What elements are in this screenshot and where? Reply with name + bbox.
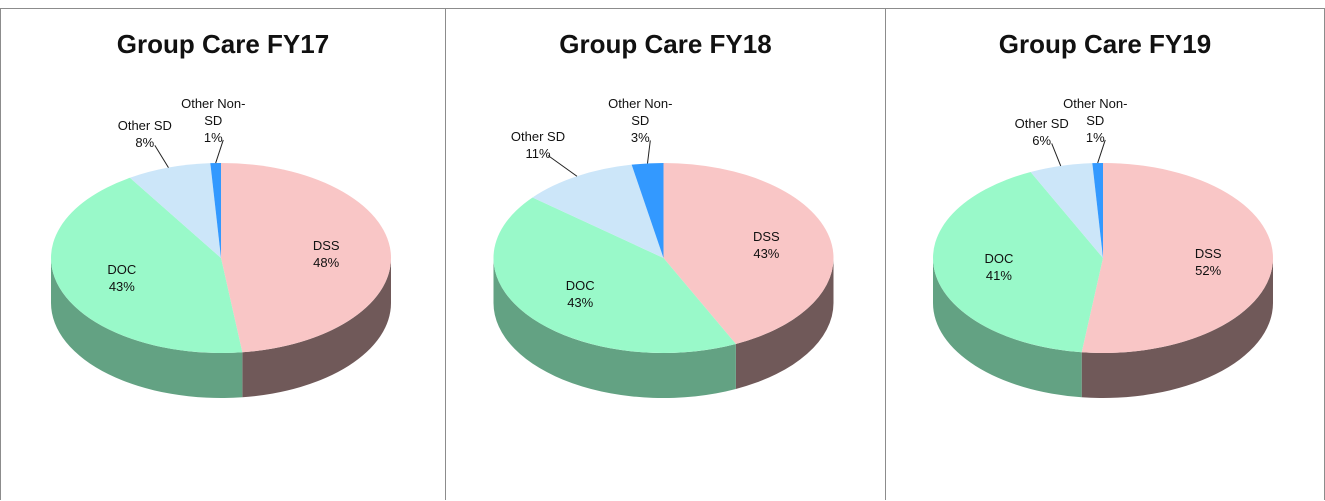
- slice: [532, 164, 664, 258]
- slice-side: [735, 258, 834, 389]
- slice-label: DOC 41%: [959, 250, 1039, 284]
- slice-side: [51, 258, 243, 398]
- leader-line: [547, 155, 578, 177]
- slice-value: 43%: [108, 278, 135, 294]
- slice-category: DOC: [107, 261, 137, 277]
- slice: [663, 163, 834, 344]
- slice-category: DOC: [984, 251, 1014, 267]
- slice-value: 1%: [203, 129, 223, 145]
- leader-line: [215, 139, 224, 164]
- slice: [51, 177, 243, 353]
- slice-category: Other SD: [510, 128, 566, 144]
- slice-category: DSS: [752, 229, 780, 245]
- chart-title: Group Care FY17: [116, 29, 330, 59]
- slice-label: Other Non-SD 1%: [180, 95, 246, 146]
- slice-value: 11%: [525, 145, 551, 161]
- slice-value: 43%: [753, 246, 780, 262]
- slice-category: DSS: [1194, 245, 1222, 261]
- slice-category: Other Non-SD: [181, 95, 246, 128]
- slice: [1030, 163, 1103, 258]
- slice-label: DOC 43%: [82, 261, 162, 295]
- chart-panel: DSS 52% DOC 41% Other SD 6% Other Non-SD 1% Grou…: [885, 8, 1325, 500]
- slice-label: DOC 43%: [540, 277, 620, 311]
- chart-panel: DSS 43% DOC 43% Other SD 11% Other Non-SD 3% Gro…: [445, 8, 886, 500]
- slice: [933, 172, 1103, 353]
- slice-value: 41%: [985, 268, 1012, 284]
- slice-label: Other Non-SD 3%: [607, 95, 673, 146]
- slice-category: DOC: [565, 278, 595, 294]
- slice: [493, 197, 736, 353]
- slice-label: DSS 48%: [286, 237, 366, 271]
- leader-line: [1097, 139, 1106, 164]
- slice-value: 48%: [313, 255, 340, 271]
- slice-value: 1%: [1085, 129, 1105, 145]
- slice-label: Other SD 11%: [505, 128, 571, 162]
- leader-line: [1051, 143, 1062, 167]
- slice-value: 3%: [630, 130, 650, 146]
- slice: [210, 163, 221, 258]
- slice-category: Other Non-SD: [608, 96, 673, 129]
- slice-value: 52%: [1195, 262, 1222, 278]
- chart-panel: DSS 48% DOC 43% Other SD 8% Other Non-SD 1% Grou…: [0, 8, 446, 500]
- slice-side: [493, 258, 736, 398]
- chart-title: Group Care FY18: [559, 29, 772, 59]
- slice-value: 43%: [567, 295, 594, 311]
- pie-chart: [493, 140, 834, 398]
- slice-category: Other SD: [1014, 116, 1069, 132]
- slice-category: Other SD: [117, 118, 172, 134]
- slice-label: DSS 43%: [726, 228, 806, 262]
- leader-line: [154, 145, 169, 168]
- slice-label: Other SD 6%: [1009, 115, 1075, 149]
- slice-side: [1081, 258, 1273, 398]
- slice-label: Other Non-SD 1%: [1062, 95, 1128, 146]
- slice-category: DSS: [312, 238, 340, 254]
- slice: [129, 163, 221, 258]
- pie-chart: [51, 139, 391, 398]
- slice-label: DSS 52%: [1168, 245, 1248, 279]
- slice-side: [933, 258, 1082, 398]
- slice: [1092, 163, 1103, 258]
- slice-value: 8%: [135, 135, 155, 151]
- slice-side: [242, 258, 391, 398]
- pie-chart: [933, 139, 1274, 398]
- slice-label: Other SD 8%: [112, 117, 178, 151]
- slice: [631, 163, 664, 258]
- slice-category: Other Non-SD: [1063, 95, 1128, 128]
- chart-title: Group Care FY19: [998, 29, 1212, 59]
- leader-line: [647, 140, 651, 164]
- slice: [221, 163, 391, 353]
- slice: [1081, 163, 1274, 353]
- slice-value: 6%: [1032, 133, 1052, 149]
